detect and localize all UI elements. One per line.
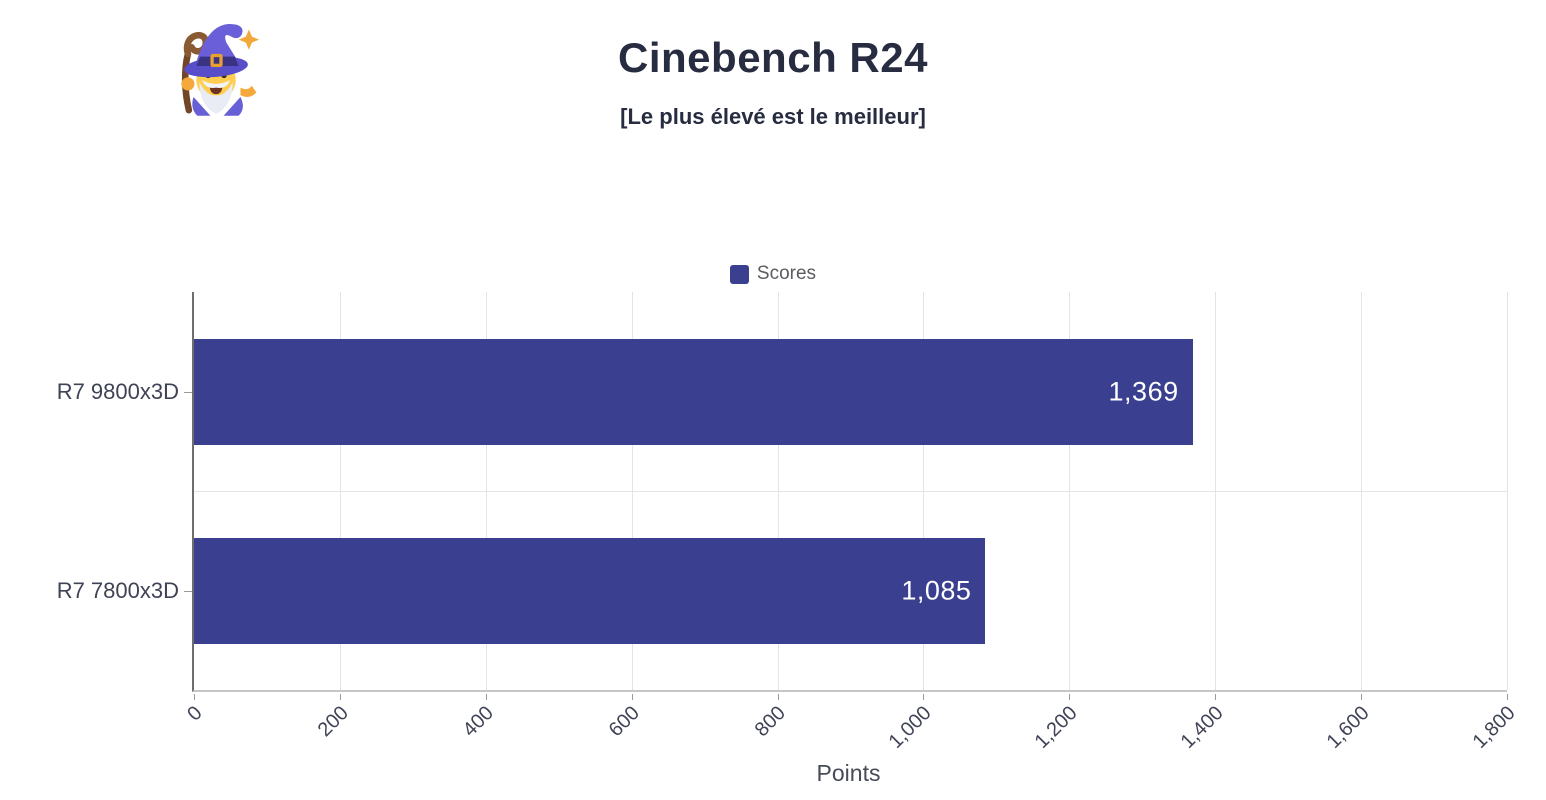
x-axis-title: Points <box>816 760 881 786</box>
horizontal-gridline <box>194 491 1507 492</box>
x-tick-label-text: 1,600 <box>1322 702 1374 753</box>
x-axis-tick-mark <box>777 694 779 700</box>
x-tick-label-text: 400 <box>459 702 499 742</box>
legend-item-scores[interactable]: Scores <box>729 263 817 285</box>
legend-swatch <box>729 264 749 284</box>
bar-value-label: 1,369 <box>1108 376 1179 406</box>
x-tick-label-text: 1,200 <box>1030 702 1082 753</box>
x-axis-tick-mark <box>485 694 487 700</box>
chart-legend: Scores <box>0 263 1546 285</box>
category-label: R7 9800x3D <box>56 378 179 404</box>
y-axis-tick-mark <box>184 590 192 592</box>
chart-subtitle: [Le plus élevé est le meilleur] <box>620 104 926 129</box>
vertical-gridline <box>1507 292 1508 690</box>
bar-r7-7800x3d[interactable]: 1,085 <box>194 537 986 644</box>
x-axis-tick-mark <box>339 694 341 700</box>
x-tick-label-text: 800 <box>750 702 791 742</box>
category-label: R7 7800x3D <box>56 577 179 603</box>
legend-label: Scores <box>756 263 817 284</box>
x-tick-label-text: 0 <box>183 702 207 726</box>
chart-title: Cinebench R24 <box>618 34 928 81</box>
x-tick-label-text: 600 <box>605 702 645 742</box>
wizard-mascot-icon <box>181 23 260 116</box>
x-tick-label-text: 200 <box>313 702 353 742</box>
bar-r7-9800x3d[interactable]: 1,369 <box>194 338 1193 445</box>
x-axis-tick-mark <box>194 694 195 700</box>
x-tick-label-text: 1,800 <box>1468 702 1520 753</box>
x-axis-tick-mark <box>1215 694 1217 700</box>
x-axis-tick-mark <box>923 694 925 700</box>
x-axis-tick-mark <box>1361 694 1363 700</box>
x-axis-tick-mark <box>1069 694 1071 700</box>
y-axis-tick-mark <box>184 391 192 393</box>
wizard-logo <box>156 8 278 126</box>
x-axis-tick-mark <box>1507 694 1508 700</box>
bar-value-label: 1,085 <box>901 575 972 605</box>
plot-area: 0 200 400 600 800 1,000 1,200 1,400 1,600 1,800 R7… <box>57 292 1520 753</box>
x-axis-tick-mark <box>631 694 633 700</box>
x-tick-label-text: 1,400 <box>1176 702 1228 753</box>
x-tick-label-text: 1,000 <box>885 702 936 753</box>
